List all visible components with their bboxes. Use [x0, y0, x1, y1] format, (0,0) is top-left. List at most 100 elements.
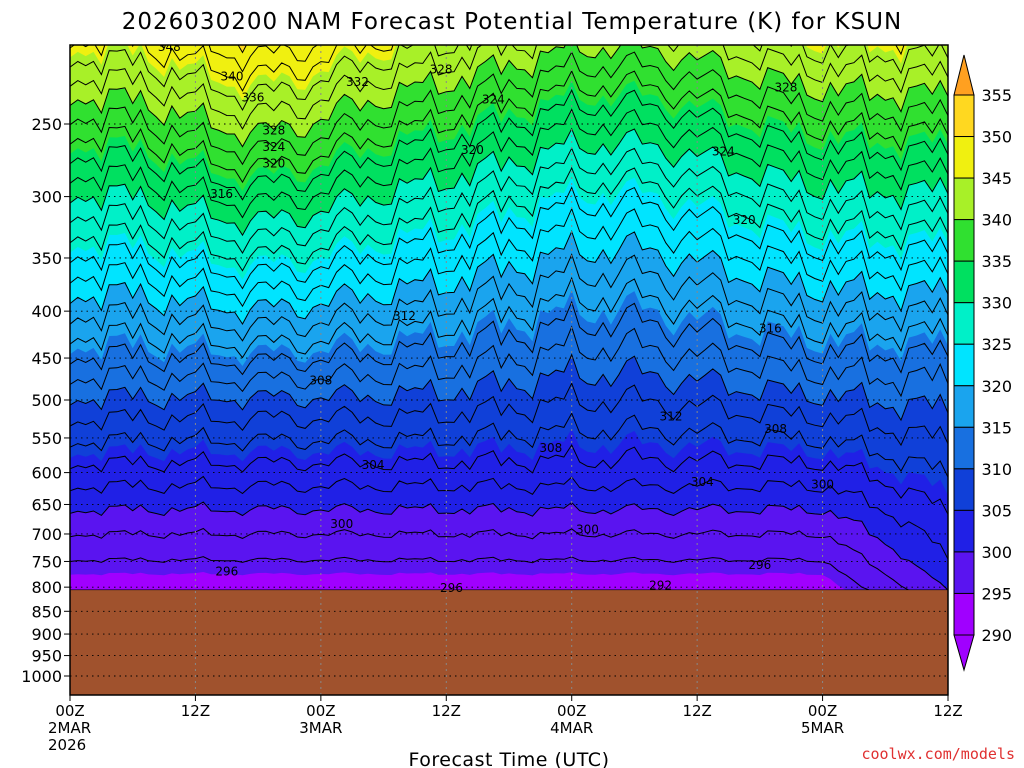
x-tick-label: 4MAR: [550, 719, 593, 737]
contour-336: [70, 69, 948, 184]
colorbar-label: 345: [981, 169, 1012, 188]
y-tick-label: 250: [31, 115, 62, 134]
contour-label: 292: [649, 579, 672, 593]
x-tick-label: 00Z: [55, 702, 84, 720]
x-tick-label: 5MAR: [801, 719, 844, 737]
colorbar-swatch-340: [953, 177, 975, 221]
contour-label-text: 296: [748, 558, 771, 572]
colorbar-label: 350: [981, 128, 1012, 147]
contour-label: 324: [482, 92, 505, 106]
watermark: coolwx.com/models: [861, 745, 1015, 763]
colorbar-swatch-330: [953, 260, 975, 304]
contour-298: [70, 527, 948, 591]
y-tick-label: 800: [31, 578, 62, 597]
colorbar-label: 320: [981, 377, 1012, 396]
x-tick-label: 3MAR: [299, 719, 342, 737]
contour-label: 340: [221, 70, 244, 84]
y-tick-label: 550: [31, 429, 62, 448]
contour-318: [70, 253, 948, 342]
colorbar-swatch-305: [953, 468, 975, 511]
y-tick-label: 750: [31, 552, 62, 571]
y-tick-label: 350: [31, 249, 62, 268]
contour-304: [70, 443, 948, 515]
y-tick-label: 700: [31, 525, 62, 544]
colorbar-swatch-350: [953, 94, 975, 138]
colorbar-swatch-290: [953, 592, 975, 636]
y-tick-label: 900: [31, 625, 62, 644]
contour-label-text: 320: [733, 213, 756, 227]
contour-296: [70, 556, 948, 591]
colorbar-swatch-345: [953, 136, 975, 179]
contour-328: [70, 147, 948, 254]
contour-316: [70, 276, 948, 359]
contour-310: [70, 353, 948, 422]
contour-label: 328: [430, 62, 453, 76]
contour-label: 304: [362, 458, 385, 472]
plot-area: 348 340 336 332 328 324 328 324 320 320 316 324 328 3…: [70, 45, 948, 695]
y-tick-label: 500: [31, 391, 62, 410]
grid-lines: [70, 45, 948, 695]
contour-312: [70, 325, 948, 398]
x-axis-title: Forecast Time (UTC): [409, 749, 610, 768]
contour-label-text: 308: [539, 441, 562, 455]
band-345: [70, 45, 948, 101]
contour-lines: [70, 45, 948, 591]
contour-label-text: 320: [461, 143, 484, 157]
contour-label: 320: [733, 213, 756, 227]
x-tick-label: 12Z: [181, 702, 210, 720]
colorbar-top-arrow: [953, 54, 975, 96]
contour-label: 300: [576, 522, 599, 536]
contour-label: 332: [346, 75, 369, 89]
contour-314: [70, 300, 948, 376]
colorbar-label: 295: [981, 584, 1012, 603]
colorbar-swatch-325: [953, 302, 975, 345]
contour-label-text: 296: [440, 581, 463, 595]
colorbar-swatch-295: [953, 551, 975, 594]
contour-label: 336: [241, 91, 264, 105]
x-tick-label: 2026: [48, 736, 86, 754]
contour-334: [70, 89, 948, 201]
contour-320: [70, 230, 948, 325]
contour-label: 300: [330, 517, 353, 531]
contour-344: [70, 45, 948, 112]
y-tick-label: 450: [31, 349, 62, 368]
contour-label-text: 324: [262, 140, 285, 154]
terrain-fill: [70, 590, 948, 695]
contour-label-text: 312: [393, 309, 416, 323]
x-tick-label: 00Z: [306, 702, 335, 720]
colorbar: 355 350 345 340 335 330 325 320 315 310 305 300 295 2…: [953, 54, 1012, 672]
contour-label-text: 292: [649, 579, 672, 593]
x-tick-label: 00Z: [808, 702, 837, 720]
x-tick-label: 2MAR: [48, 719, 91, 737]
contour-326: [70, 166, 948, 272]
contour-label: 300: [811, 477, 834, 491]
contour-label-text: 300: [330, 517, 353, 531]
contour-342: [70, 45, 948, 130]
colorbar-label: 300: [981, 543, 1012, 562]
contour-338: [70, 50, 948, 166]
contour-label: 296: [215, 564, 238, 578]
chart-title: 2026030200 NAM Forecast Potential Temper…: [122, 9, 902, 35]
contour-label: 308: [764, 422, 787, 436]
contour-label: 328: [775, 80, 798, 94]
filled-bands: [70, 45, 948, 695]
colorbar-label: 355: [981, 86, 1012, 105]
contour-label-text: 324: [712, 145, 735, 159]
contour-label-text: 300: [811, 477, 834, 491]
colorbar-bottom-arrow: [953, 634, 975, 672]
contour-label: 316: [210, 187, 233, 201]
contour-306: [70, 412, 948, 478]
colorbar-label: 310: [981, 460, 1012, 479]
y-tick-label: 650: [31, 495, 62, 514]
contour-label-text: 340: [221, 70, 244, 84]
y-axis: 250 300 350 400 450 500 550 600 650 700 750 800 850 9…: [21, 115, 70, 686]
contour-label: 296: [748, 558, 771, 572]
colorbar-swatch-335: [953, 219, 975, 262]
contour-label: 328: [262, 123, 285, 137]
contour-labels: 348 340 336 332 328 324 328 324 320 320 316 324 328 3…: [158, 45, 834, 595]
contour-302: [70, 475, 948, 560]
y-tick-label: 850: [31, 602, 62, 621]
y-tick-label: 400: [31, 302, 62, 321]
